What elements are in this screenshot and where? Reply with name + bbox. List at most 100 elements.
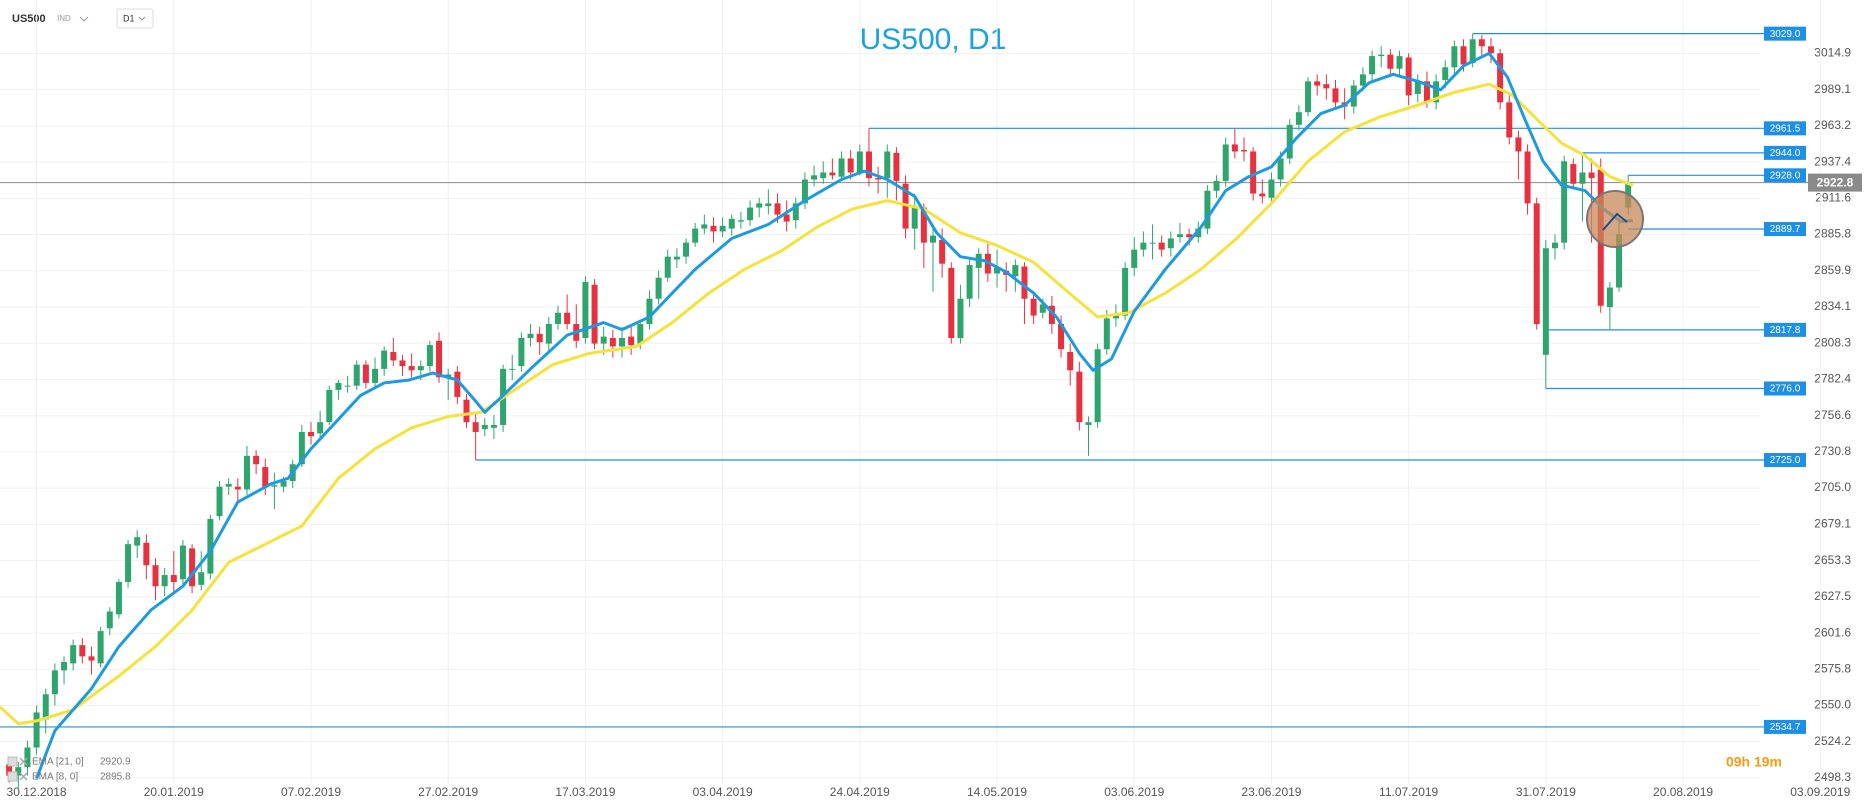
candle-body — [1515, 137, 1522, 152]
candle-body — [15, 767, 22, 776]
x-tick-label: 23.06.2019 — [1241, 785, 1301, 799]
ema-line — [0, 82, 1634, 726]
candle-body — [1286, 124, 1293, 159]
candle-body — [1213, 180, 1220, 191]
candle-body — [1067, 352, 1074, 371]
legend-icon — [19, 757, 28, 766]
highlight — [1586, 190, 1644, 248]
candle-body — [1048, 305, 1055, 324]
candle-body — [1103, 318, 1110, 350]
candle-body — [490, 424, 497, 428]
candle-body — [683, 242, 690, 257]
candle-body — [774, 203, 781, 215]
legend-icon — [19, 772, 28, 781]
candle-body — [1378, 54, 1385, 57]
dropdown-caret[interactable] — [138, 16, 146, 21]
candle-body — [362, 364, 369, 383]
candle-body — [554, 312, 561, 324]
candle-body — [911, 207, 918, 229]
y-tick-label: 2782.4 — [1814, 372, 1851, 386]
candle-body — [152, 565, 159, 587]
candle-body — [1487, 46, 1494, 54]
dropdown-caret[interactable] — [79, 16, 89, 22]
candle-body — [1021, 266, 1028, 299]
x-tick-label: 20.08.2019 — [1653, 785, 1713, 799]
candle-body — [308, 431, 314, 437]
candle-body — [243, 455, 250, 490]
candle-body — [1552, 242, 1558, 249]
candle-body — [930, 235, 936, 243]
y-tick-label: 2808.3 — [1814, 335, 1851, 349]
candle-body — [1030, 298, 1037, 316]
candle-body — [582, 281, 589, 339]
y-tick-label: 2575.8 — [1814, 661, 1851, 675]
candle-body — [1323, 84, 1330, 89]
timeframe-box[interactable] — [116, 8, 154, 29]
candle-body — [1423, 81, 1430, 103]
candle-body — [1241, 150, 1247, 152]
candle-body — [1250, 151, 1257, 194]
level-label-box — [1764, 719, 1806, 734]
candle-body — [847, 158, 854, 173]
candle-body — [1442, 67, 1449, 80]
candle-body — [838, 158, 845, 177]
candle-body — [298, 431, 305, 465]
candle-body — [865, 151, 872, 179]
y-tick-label: 2498.3 — [1814, 770, 1851, 784]
x-tick-label: 24.04.2019 — [830, 785, 890, 799]
candle-body — [463, 399, 470, 423]
candle-body — [1387, 54, 1394, 69]
candle-body — [692, 228, 699, 243]
candle-body — [710, 225, 717, 232]
candle-body — [1305, 81, 1312, 113]
candle-body — [1433, 81, 1440, 103]
x-tick-label: 20.01.2019 — [144, 785, 204, 799]
candle-body — [600, 336, 607, 344]
level-label: 2944.0 — [1770, 148, 1801, 159]
candle-body — [79, 645, 86, 657]
candle-body — [1186, 234, 1193, 238]
y-tick-label: 3014.9 — [1814, 46, 1851, 60]
candle-body — [1039, 304, 1046, 313]
candle-body — [637, 323, 644, 344]
x-tick-label: 14.05.2019 — [967, 785, 1027, 799]
candle-body — [1131, 249, 1138, 268]
candle-body — [939, 239, 946, 264]
candle-body — [1332, 88, 1339, 103]
candle-body — [1561, 161, 1568, 243]
candle-body — [1497, 53, 1504, 103]
level-label-box — [1764, 453, 1806, 468]
y-tick-label: 2550.0 — [1814, 698, 1851, 712]
candle-body — [381, 350, 388, 369]
candle-body — [875, 178, 882, 180]
level-label: 2817.8 — [1770, 325, 1801, 336]
candle-body — [591, 284, 598, 344]
candle-body — [1158, 242, 1165, 250]
candle-body — [1616, 234, 1623, 288]
x-tick-label: 03.06.2019 — [1104, 785, 1164, 799]
timeframe[interactable]: D1 — [123, 13, 135, 23]
candle-body — [673, 256, 680, 260]
candle-body — [1460, 46, 1467, 65]
candle-body — [829, 172, 836, 176]
y-tick-label: 2911.6 — [1815, 190, 1851, 204]
candle-body — [317, 422, 324, 434]
candle-body — [1588, 172, 1595, 179]
x-tick-label: 27.02.2019 — [418, 785, 478, 799]
candle-body — [344, 385, 351, 387]
candle-body — [884, 151, 891, 179]
candle-body — [390, 352, 397, 361]
candle-body — [216, 486, 223, 517]
candle-body — [966, 265, 973, 299]
candle-body — [1012, 265, 1019, 277]
candle-body — [1259, 193, 1266, 197]
candle-body — [719, 225, 726, 232]
x-tick-label: 07.02.2019 — [281, 785, 341, 799]
candle-body — [1204, 190, 1211, 229]
symbol[interactable]: US500 — [12, 13, 46, 25]
candle-body — [1506, 102, 1513, 138]
candle-body — [747, 207, 754, 221]
level-label: 2534.7 — [1770, 722, 1801, 733]
y-tick-label: 2859.9 — [1814, 263, 1851, 277]
